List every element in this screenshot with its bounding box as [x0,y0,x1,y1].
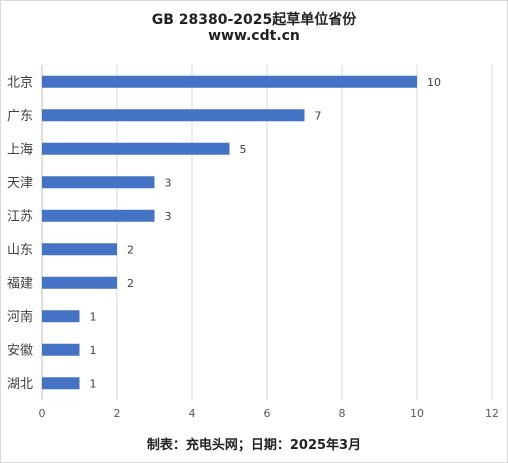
bar-8 [42,343,80,356]
category-label: 江苏 [7,208,33,224]
category-label: 河南 [7,309,33,325]
data-label: 2 [127,243,134,256]
bar-1 [42,109,305,122]
data-label: 1 [90,344,97,357]
bar-6 [42,276,117,289]
category-label: 山东 [7,243,33,258]
bar-2 [42,142,230,155]
data-label: 2 [127,277,134,290]
x-tick-label: 12 [485,407,499,420]
x-tick-label: 2 [114,407,121,420]
category-label: 天津 [7,176,33,191]
data-label: 1 [90,310,97,323]
data-label: 3 [165,210,172,223]
category-label: 北京 [7,75,33,90]
data-label: 1 [90,377,97,390]
category-label: 福建 [7,276,33,291]
category-label: 湖北 [7,377,33,392]
category-label: 广东 [7,109,33,124]
x-tick-label: 0 [39,407,46,420]
data-label: 10 [427,76,441,89]
bar-7 [42,310,80,323]
bar-4 [42,209,155,222]
chart-footer: 制表：充电头网；日期：2025年3月 [146,438,362,453]
bar-9 [42,377,80,390]
x-tick-label: 6 [264,407,271,420]
chart-subtitle: www.cdt.cn [208,28,300,44]
data-label: 7 [315,109,322,122]
x-tick-label: 8 [339,407,346,420]
category-label: 上海 [7,142,33,157]
data-label: 5 [240,143,247,156]
bar-0 [42,75,417,88]
data-label: 3 [165,176,172,189]
chart-title: GB 28380-2025起草单位省份 [151,12,357,28]
x-tick-label: 4 [189,407,196,420]
bar-5 [42,243,117,256]
category-label: 安徽 [7,343,33,358]
bar-3 [42,176,155,189]
x-tick-label: 10 [410,407,424,420]
